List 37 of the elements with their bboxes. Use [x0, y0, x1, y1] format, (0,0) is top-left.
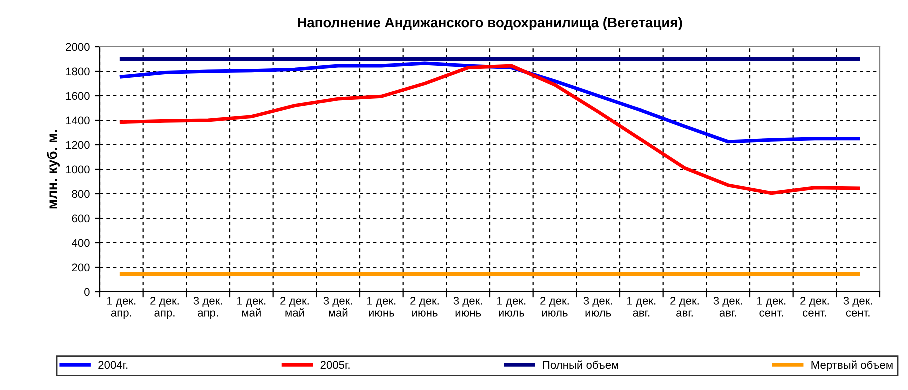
line-series [120, 62, 860, 144]
x-tick-label: 3 дек. июль [584, 297, 612, 317]
x-tick-label: 1 дек. июнь [368, 297, 396, 317]
y-tick-label: 600 [72, 214, 90, 223]
x-tick-label: 2 дек. июнь [410, 297, 439, 317]
y-tick-label: 1200 [66, 141, 90, 150]
x-tick-label: 3 дек. май [324, 297, 352, 317]
y-tick-label: 0 [84, 288, 90, 296]
x-tick-label: 2 дек. сент. [800, 297, 829, 317]
legend-label: 2005г. [320, 361, 350, 370]
x-tick-label: 1 дек. июль [498, 297, 526, 317]
x-tick-label: 3 дек. сент. [844, 297, 872, 317]
legend-label: Мертвый объем [812, 360, 893, 372]
chart-title: Наполнение Андижанского водохранилища (Вегетация) [298, 17, 682, 30]
x-tick-label: 2 дек. май [280, 297, 309, 317]
x-tick-label: 3 дек. апр. [194, 297, 222, 320]
x-tick-label: 2 дек. авг. [670, 297, 699, 317]
legend-label: 2004г. [98, 361, 128, 370]
x-tick-label: 3 дек. июнь [454, 297, 482, 317]
y-axis-title: млн. куб. м. [46, 130, 60, 209]
x-tick-label: 1 дек. авг. [628, 297, 656, 317]
legend-label: Полный объем [543, 360, 618, 370]
x-tick-label: 1 дек. май [238, 297, 266, 317]
y-tick-label: 1600 [66, 92, 90, 100]
y-tick-label: 800 [72, 190, 90, 198]
x-tick-label: 1 дек. сент. [758, 297, 786, 317]
x-tick-label: 3 дек. авг. [714, 297, 742, 317]
x-tick-label: 2 дек. июль [540, 297, 569, 317]
y-tick-label: 1800 [66, 68, 90, 76]
y-tick-label: 1400 [66, 116, 90, 125]
y-tick-label: 200 [72, 264, 90, 272]
x-tick-label: 2 дек. апр. [150, 297, 179, 320]
y-tick-label: 400 [72, 239, 90, 248]
y-tick-label: 2000 [66, 43, 90, 52]
line-series [120, 64, 860, 196]
x-tick-label: 1 дек. апр. [108, 297, 136, 320]
y-tick-label: 1000 [66, 166, 90, 174]
